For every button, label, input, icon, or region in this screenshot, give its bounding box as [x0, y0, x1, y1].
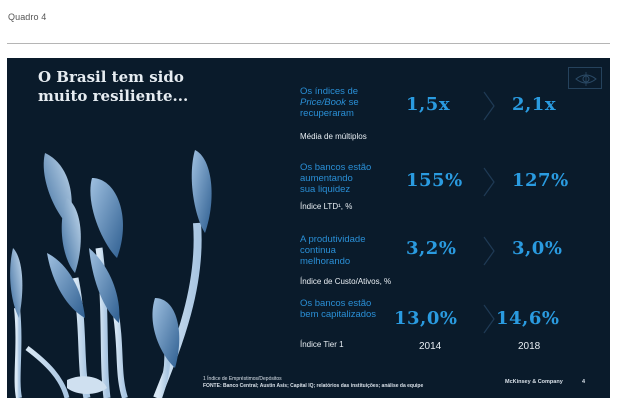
value-2018: 14,6%: [496, 308, 560, 329]
eye-in-box-logo-icon: [568, 67, 602, 89]
metric-row-productivity: A produtividade continua melhorando Índi…: [300, 234, 600, 294]
row-metric-label: Índice Tier 1: [300, 340, 344, 349]
chevron-right-icon: [483, 167, 495, 197]
brand-name: McKinsey & Company: [505, 379, 563, 385]
value-2014: 155%: [406, 170, 463, 191]
figure-caption: Quadro 4: [8, 12, 47, 22]
value-2018: 2,1x: [512, 94, 557, 115]
metric-row-capitalization: Os bancos estão bem capitalizados Índice…: [300, 298, 600, 358]
row-metric-label: Média de múltiplos: [300, 132, 367, 141]
row-description: A produtividade continua melhorando: [300, 234, 366, 267]
sprouting-plants-image: [10, 150, 212, 398]
row-description: Os índices de Price/Book se recuperaram: [300, 86, 359, 119]
year-label-2018: 2018: [518, 341, 541, 352]
year-label-2014: 2014: [419, 341, 442, 352]
chevron-right-icon: [483, 91, 495, 121]
row-metric-label: Índice de Custo/Ativos, %: [300, 277, 392, 286]
slide-title: O Brasil tem sido muito resiliente...: [38, 68, 189, 105]
row-metric-label: Índice LTD¹, %: [300, 202, 353, 211]
metric-row-price-book: Os índices de Price/Book se recuperaram …: [300, 86, 600, 146]
slide: O Brasil tem sido muito resiliente...: [7, 58, 610, 398]
page-number: 4: [582, 379, 586, 385]
chevron-right-icon: [483, 304, 495, 334]
source-note: FONTE: Banco Central; Austin Asis; Capit…: [203, 383, 424, 389]
price-book-emphasis: Price/Book: [300, 97, 346, 108]
divider: [7, 43, 610, 44]
value-2014: 1,5x: [406, 94, 451, 115]
value-2018: 127%: [512, 170, 569, 191]
value-2018: 3,0%: [512, 238, 563, 259]
row-description: Os bancos estão aumentando sua liquidez: [300, 162, 372, 195]
chevron-right-icon: [483, 236, 495, 266]
value-2014: 13,0%: [394, 308, 458, 329]
footnote: 1 Índice de Empréstimos/Depósitos: [203, 376, 282, 382]
row-description: Os bancos estão bem capitalizados: [300, 298, 377, 320]
metric-row-liquidity: Os bancos estão aumentando sua liquidez …: [300, 162, 600, 222]
value-2014: 3,2%: [406, 238, 457, 259]
